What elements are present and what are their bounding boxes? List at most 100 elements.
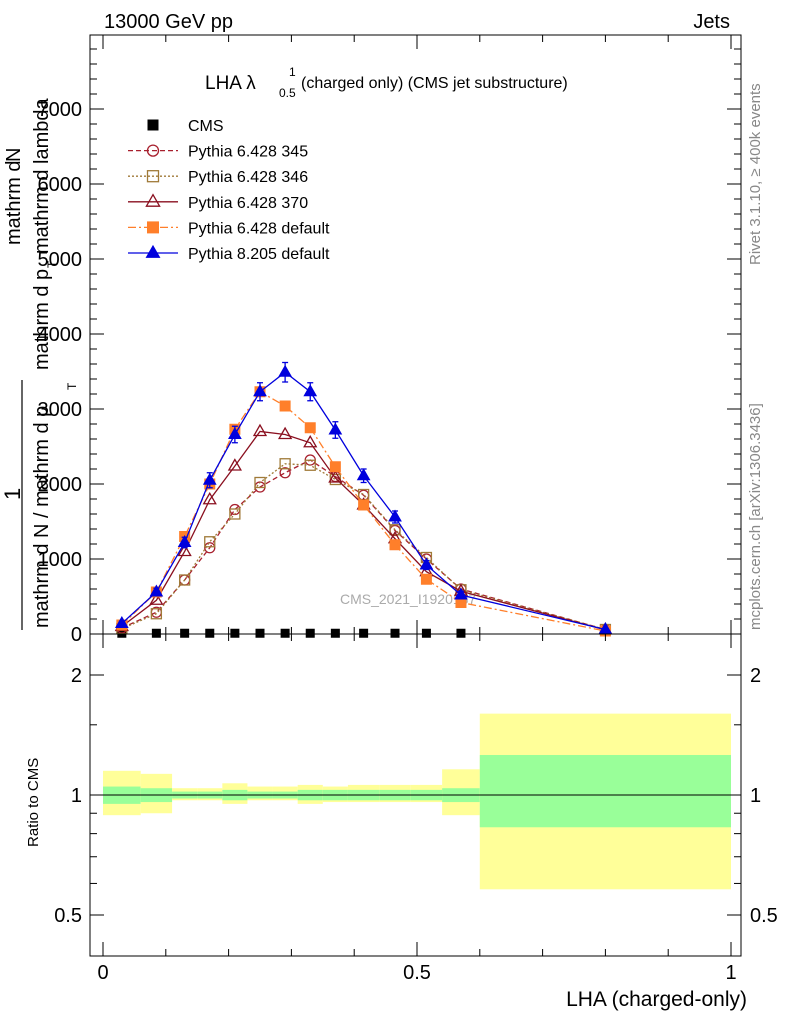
data-point bbox=[202, 472, 217, 485]
legend-label: Pythia 6.428 345 bbox=[188, 144, 308, 161]
legend-marker bbox=[147, 221, 159, 234]
plot-title: LHA λ 1 0.5 (charged only) (CMS jet subs… bbox=[205, 65, 568, 100]
data-point bbox=[304, 422, 316, 434]
legend-marker bbox=[147, 119, 159, 131]
y-tick-6000: 6000 bbox=[38, 174, 741, 196]
ratio-y-label: Ratio to CMS bbox=[25, 758, 42, 847]
legend-label: Pythia 6.428 370 bbox=[188, 195, 308, 212]
data-point bbox=[280, 628, 290, 638]
series-cms bbox=[117, 628, 466, 638]
ratio-y-tick-label: 0.5 bbox=[54, 905, 82, 927]
ylabel-part-8: mathrm d lambda bbox=[31, 98, 53, 254]
ratio-inner-band bbox=[479, 754, 731, 828]
data-point bbox=[229, 508, 241, 520]
data-point bbox=[330, 628, 340, 638]
x-axis-label: LHA (charged-only) bbox=[566, 988, 747, 1011]
data-point bbox=[177, 543, 192, 557]
ratio-y-tick-label: 2 bbox=[71, 665, 82, 687]
data-point bbox=[255, 628, 265, 638]
rivet-label: Rivet 3.1.10, ≥ 400k events bbox=[747, 83, 764, 265]
ylabel-part-7: T bbox=[45, 260, 59, 268]
title-sub: 0.5 bbox=[279, 86, 296, 100]
data-point bbox=[202, 491, 217, 505]
y-tick-2000: 2000 bbox=[38, 474, 741, 496]
data-point bbox=[359, 628, 369, 638]
data-point bbox=[227, 458, 243, 471]
legend-marker bbox=[145, 244, 161, 258]
y-tick-label: 4000 bbox=[38, 324, 83, 346]
legend-item: Pythia 6.428 345 bbox=[128, 144, 308, 161]
header-energy: 13000 GeV pp bbox=[104, 11, 233, 33]
ylabel-part-2: mathrm d N / mathrm d p bbox=[31, 406, 53, 628]
ylabel-part-4: N bbox=[3, 148, 25, 162]
y-tick-label: 6000 bbox=[38, 174, 83, 196]
data-point bbox=[419, 557, 434, 570]
ratio-y-tick-label-right: 1 bbox=[750, 785, 761, 807]
data-point bbox=[204, 542, 216, 554]
y-tick-0: 0 bbox=[71, 624, 741, 646]
data-point bbox=[278, 364, 292, 377]
data-point bbox=[114, 615, 129, 628]
data-point bbox=[279, 400, 291, 412]
data-point bbox=[388, 509, 402, 522]
legend-label: CMS bbox=[188, 118, 224, 135]
data-point bbox=[149, 592, 164, 605]
y-tick-label: 2000 bbox=[38, 474, 83, 496]
main-y-label: 1 mathrm d N / mathrm d p mathrm d N mat… bbox=[0, 98, 79, 630]
data-point bbox=[304, 459, 316, 471]
ratio-bands bbox=[103, 713, 731, 890]
x-tick-label: 0.5 bbox=[403, 962, 431, 984]
legend-item: Pythia 6.428 370 bbox=[128, 193, 308, 212]
data-point bbox=[358, 499, 370, 511]
y-tick-7000: 7000 bbox=[38, 99, 741, 121]
legend-marker bbox=[145, 193, 161, 207]
series-line bbox=[121, 371, 606, 631]
data-point bbox=[150, 608, 163, 620]
series-line bbox=[121, 390, 606, 632]
data-point bbox=[204, 536, 216, 548]
legend-marker bbox=[146, 170, 160, 183]
y-tick-3000: 3000 bbox=[38, 399, 741, 421]
series-pythia-8-205-default bbox=[114, 361, 613, 634]
data-point bbox=[456, 628, 466, 638]
ratio-y-tick-label-right: 2 bbox=[750, 665, 761, 687]
data-point bbox=[305, 628, 315, 638]
data-point bbox=[277, 426, 293, 440]
legend-label: Pythia 6.428 default bbox=[188, 220, 330, 237]
legend-label: Pythia 6.428 346 bbox=[188, 169, 308, 186]
data-point bbox=[356, 468, 371, 481]
ratio-y-tick-label-right: 0.5 bbox=[750, 905, 778, 927]
series-layer bbox=[114, 361, 613, 638]
data-point bbox=[389, 524, 401, 536]
title-main: LHA λ bbox=[205, 73, 256, 94]
data-point bbox=[279, 458, 291, 470]
y-tick-1000: 1000 bbox=[38, 549, 741, 571]
ratio-y-tick-0.5: 0.5 0.5 bbox=[54, 905, 778, 927]
data-point bbox=[205, 628, 215, 638]
y-tick-label: 3000 bbox=[38, 399, 83, 421]
data-point bbox=[180, 628, 190, 638]
ylabel-part-3: mathrm d bbox=[3, 161, 25, 245]
data-point bbox=[390, 628, 400, 638]
legend-item: CMS bbox=[147, 118, 224, 135]
title-sup: 1 bbox=[289, 65, 296, 79]
ylabel-part-6: mathrm d p bbox=[31, 269, 53, 370]
data-point bbox=[328, 470, 343, 483]
y-tick-5000: 5000 bbox=[38, 249, 741, 271]
data-point bbox=[303, 434, 318, 448]
data-point bbox=[389, 539, 401, 551]
data-point bbox=[303, 384, 318, 397]
legend-item: Pythia 6.428 346 bbox=[128, 169, 308, 186]
legend-label: Pythia 8.205 default bbox=[188, 246, 330, 263]
data-point bbox=[178, 574, 191, 586]
data-point bbox=[254, 476, 266, 489]
legend-item: Pythia 8.205 default bbox=[128, 244, 330, 263]
data-point bbox=[421, 628, 431, 638]
data-point bbox=[177, 534, 192, 547]
ratio-y-tick-label: 1 bbox=[71, 785, 82, 807]
y-tick-label: 5000 bbox=[38, 249, 83, 271]
data-point bbox=[253, 384, 267, 397]
y-tick-label: 7000 bbox=[38, 99, 83, 121]
